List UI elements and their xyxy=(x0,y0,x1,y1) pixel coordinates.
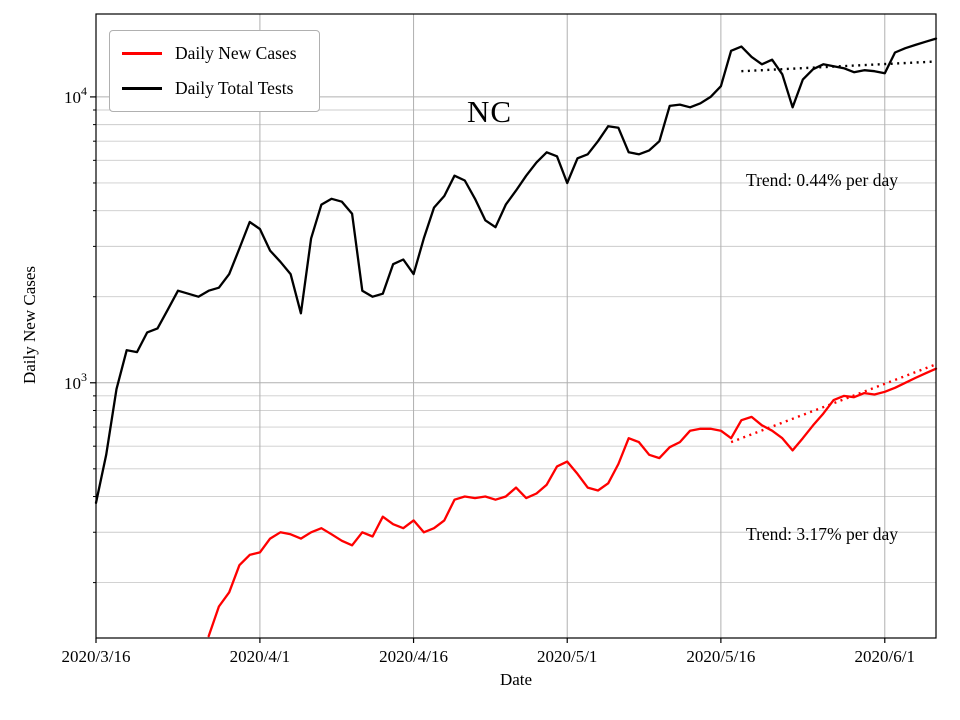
y-axis-label: Daily New Cases xyxy=(20,265,39,385)
trend-line-cases-trend xyxy=(730,363,937,444)
chart-title: NC xyxy=(467,94,513,129)
svg-text:2020/4/16: 2020/4/16 xyxy=(379,647,448,666)
axes-frame xyxy=(95,13,937,639)
series-daily-new-cases xyxy=(207,367,938,638)
svg-text:2020/3/16: 2020/3/16 xyxy=(62,647,131,666)
legend-swatch-cases xyxy=(122,52,162,55)
svg-text:104: 104 xyxy=(64,84,87,107)
legend-label-tests: Daily Total Tests xyxy=(175,78,294,98)
svg-text:103: 103 xyxy=(64,370,87,393)
legend-item-daily-new-cases: Daily New Cases xyxy=(122,43,297,64)
x-axis-label: Date xyxy=(499,670,533,689)
svg-text:2020/4/1: 2020/4/1 xyxy=(230,647,290,666)
legend-item-daily-total-tests: Daily Total Tests xyxy=(122,78,297,99)
trend-annotation-cases: Trend: 3.17% per day xyxy=(746,524,898,544)
legend-swatch-tests xyxy=(122,87,162,90)
y-tick-labels: 103 104 xyxy=(64,84,96,584)
legend: Daily New Cases Daily Total Tests xyxy=(109,30,320,112)
svg-text:2020/5/16: 2020/5/16 xyxy=(686,647,755,666)
trend-annotation-tests: Trend: 0.44% per day xyxy=(746,170,898,190)
legend-label-cases: Daily New Cases xyxy=(175,43,297,63)
x-tick-labels: 2020/3/16 2020/4/1 2020/4/16 2020/5/1 2020/5… xyxy=(62,638,915,666)
series-daily-total-tests xyxy=(94,37,938,505)
grid xyxy=(95,14,936,638)
svg-text:2020/5/1: 2020/5/1 xyxy=(537,647,597,666)
svg-text:2020/6/1: 2020/6/1 xyxy=(855,647,915,666)
